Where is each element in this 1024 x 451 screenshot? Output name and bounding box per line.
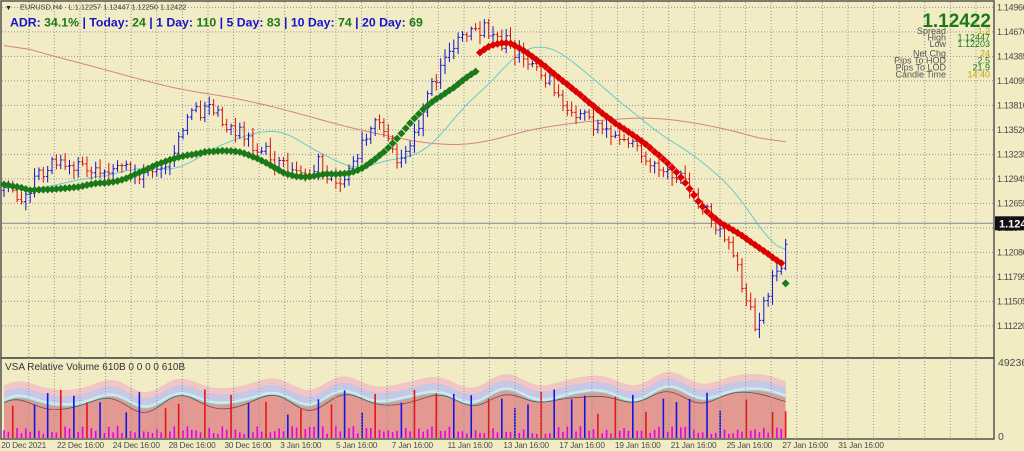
svg-text:1.11220: 1.11220 — [997, 321, 1024, 331]
svg-text:VSA Relative Volume 610B 0 0 0: VSA Relative Volume 610B 0 0 0 0 610B — [5, 362, 185, 373]
svg-text:1.14670: 1.14670 — [997, 27, 1024, 37]
svg-text:25 Jan 16:00: 25 Jan 16:00 — [727, 440, 773, 450]
svg-text:Low: Low — [929, 39, 946, 49]
svg-text:1.12080: 1.12080 — [997, 247, 1024, 257]
svg-text:22 Dec 16:00: 22 Dec 16:00 — [57, 440, 105, 450]
svg-text:1.14960: 1.14960 — [997, 2, 1024, 12]
svg-text:17 Jan 16:00: 17 Jan 16:00 — [559, 440, 605, 450]
svg-text:1.12945: 1.12945 — [997, 174, 1024, 184]
svg-text:14:40: 14:40 — [967, 70, 990, 80]
svg-text:1.14385: 1.14385 — [997, 51, 1024, 61]
svg-text:3 Jan 16:00: 3 Jan 16:00 — [280, 440, 322, 450]
svg-text:▼: ▼ — [5, 5, 12, 12]
svg-text:1.12422: 1.12422 — [999, 218, 1024, 230]
svg-text:7 Jan 16:00: 7 Jan 16:00 — [392, 440, 434, 450]
svg-text:1.13235: 1.13235 — [997, 149, 1024, 159]
svg-text:EURUSD,H4 · L:1.12257 1.12447: EURUSD,H4 · L:1.12257 1.12447 1.12250 1.… — [20, 3, 186, 12]
svg-text:ADR: 34.1% | Today: 24 |: ADR: 34.1% | Today: 24 | 1 Day: 110 | 5 … — [10, 16, 423, 30]
svg-text:21 Jan 16:00: 21 Jan 16:00 — [671, 440, 717, 450]
svg-text:0: 0 — [998, 431, 1004, 443]
svg-text:24 Dec 16:00: 24 Dec 16:00 — [113, 440, 161, 450]
svg-text:19 Jan 16:00: 19 Jan 16:00 — [615, 440, 661, 450]
svg-text:11 Jan 16:00: 11 Jan 16:00 — [448, 440, 494, 450]
svg-text:1.11505: 1.11505 — [997, 296, 1024, 306]
svg-text:1.14095: 1.14095 — [997, 76, 1024, 86]
svg-text:49236: 49236 — [998, 357, 1024, 369]
svg-text:1.11795: 1.11795 — [997, 272, 1024, 282]
svg-text:30 Dec 16:00: 30 Dec 16:00 — [224, 440, 272, 450]
svg-text:1.13520: 1.13520 — [997, 125, 1024, 135]
svg-text:1.12203: 1.12203 — [957, 39, 990, 49]
svg-text:28 Dec 16:00: 28 Dec 16:00 — [169, 440, 217, 450]
svg-text:Candle Time: Candle Time — [895, 70, 946, 80]
svg-text:1.13810: 1.13810 — [997, 100, 1024, 110]
svg-text:13 Jan 16:00: 13 Jan 16:00 — [503, 440, 549, 450]
svg-text:31 Jan 16:00: 31 Jan 16:00 — [838, 440, 884, 450]
svg-text:1.12655: 1.12655 — [997, 198, 1024, 208]
svg-text:27 Jan 16:00: 27 Jan 16:00 — [782, 440, 828, 450]
svg-text:20 Dec 2021: 20 Dec 2021 — [1, 440, 46, 450]
svg-text:5 Jan 16:00: 5 Jan 16:00 — [336, 440, 378, 450]
